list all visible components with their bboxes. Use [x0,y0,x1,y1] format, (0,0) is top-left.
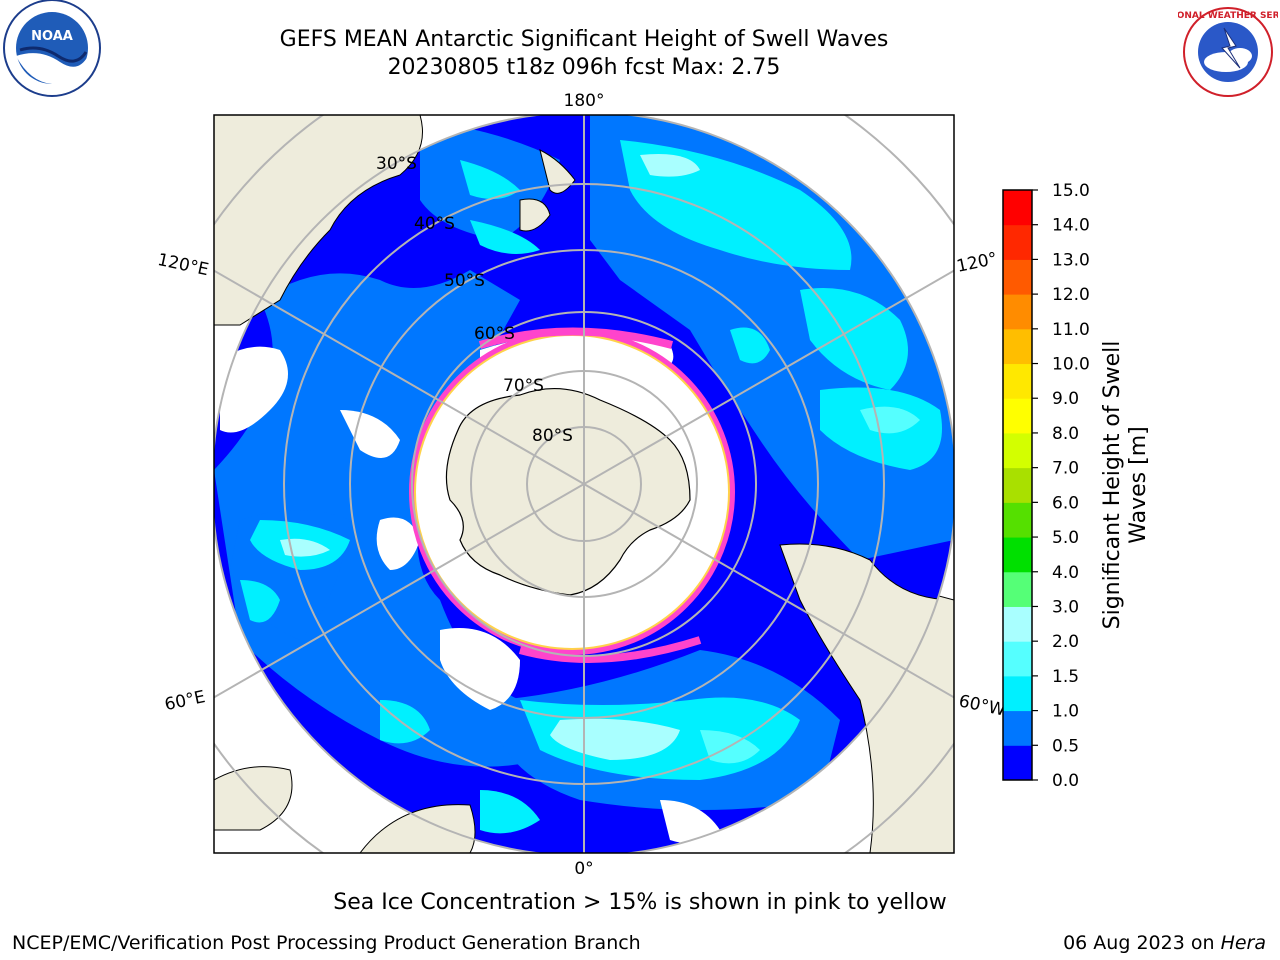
colorbar-tick-label: 1.0 [1052,702,1079,722]
label-120e: 120°E [156,250,211,280]
colorbar-swatch [1003,745,1032,781]
colorbar: 0.0 0.5 1.0 1.5 2.0 3.0 4.0 5.0 6.0 7.0 8.0 9.0 10.0… [1002,181,1090,791]
label-40s: 40°S [414,214,455,234]
colorbar-tick-label: 6.0 [1052,493,1079,513]
colorbar-swatch [1003,641,1032,677]
label-60e: 60°E [163,687,207,715]
colorbar-swatch [1003,537,1032,573]
label-50s: 50°S [444,271,485,291]
label-180: 180° [564,91,605,111]
sea-ice-note: Sea Ice Concentration > 15% is shown in … [333,890,947,915]
colorbar-tick-label: 11.0 [1052,320,1090,340]
colorbar-tick-label: 13.0 [1052,250,1090,270]
footer-date-text: 06 Aug 2023 on [1063,932,1221,954]
colorbar-tick-label: 3.0 [1052,597,1079,617]
label-60s: 60°S [474,324,515,344]
colorbar-swatch [1003,675,1032,712]
colorbar-frame [1002,189,1033,781]
nws-logo-icon: NATIONAL WEATHER SERVICE [1178,7,1278,97]
map-subtitle: 20230805 t18z 096h fcst Max: 2.75 [387,55,781,80]
colorbar-tick-label: 8.0 [1052,424,1079,444]
colorbar-swatch [1003,467,1032,503]
colorbar-tick-label: 5.0 [1052,528,1079,548]
label-0: 0° [574,859,593,879]
colorbar-swatch [1003,502,1032,538]
colorbar-tick-label: 7.0 [1052,459,1079,479]
colorbar-swatch [1003,710,1032,746]
colorbar-swatch [1003,432,1032,469]
label-80s: 80°S [532,426,573,446]
colorbar-label: Significant Height of Swell Waves [m] [1100,340,1151,630]
nws-logo-text: NATIONAL WEATHER SERVICE [1178,11,1278,21]
map-title: GEFS MEAN Antarctic Significant Height o… [279,27,889,52]
footer-date: 06 Aug 2023 on Hera [1063,932,1266,954]
label-70s: 70°S [503,376,544,396]
colorbar-swatch [1003,328,1032,365]
colorbar-tick-label: 15.0 [1052,181,1090,201]
label-120w: 120° [955,249,999,277]
colorbar-tick-label: 10.0 [1052,355,1090,375]
colorbar-tick-label: 0.0 [1052,771,1079,791]
noaa-logo-text: NOAA [31,29,73,44]
colorbar-swatch [1003,363,1032,399]
noaa-logo-icon: NOAA [3,0,101,97]
colorbar-tick-label: 4.0 [1052,563,1079,583]
colorbar-tick-label: 9.0 [1052,389,1079,409]
colorbar-swatch [1003,259,1032,295]
footer-host: Hera [1220,932,1266,954]
footer-credit: NCEP/EMC/Verification Post Processing Pr… [12,932,641,954]
colorbar-swatch [1003,571,1032,607]
colorbar-tick-label: 12.0 [1052,285,1090,305]
colorbar-swatch [1003,294,1032,330]
colorbar-tick-label: 0.5 [1052,736,1079,756]
colorbar-swatch [1003,398,1032,434]
colorbar-swatch [1003,606,1032,642]
label-60w: 60°W [957,691,1007,720]
label-30s: 30°S [376,154,417,174]
map-frame [213,114,955,854]
colorbar-tick-label: 2.0 [1052,632,1079,652]
graticule [214,115,954,853]
colorbar-swatch [1003,190,1032,226]
colorbar-swatch [1003,224,1032,260]
colorbar-tick-label: 14.0 [1052,216,1090,236]
colorbar-tick-label: 1.5 [1052,667,1079,687]
